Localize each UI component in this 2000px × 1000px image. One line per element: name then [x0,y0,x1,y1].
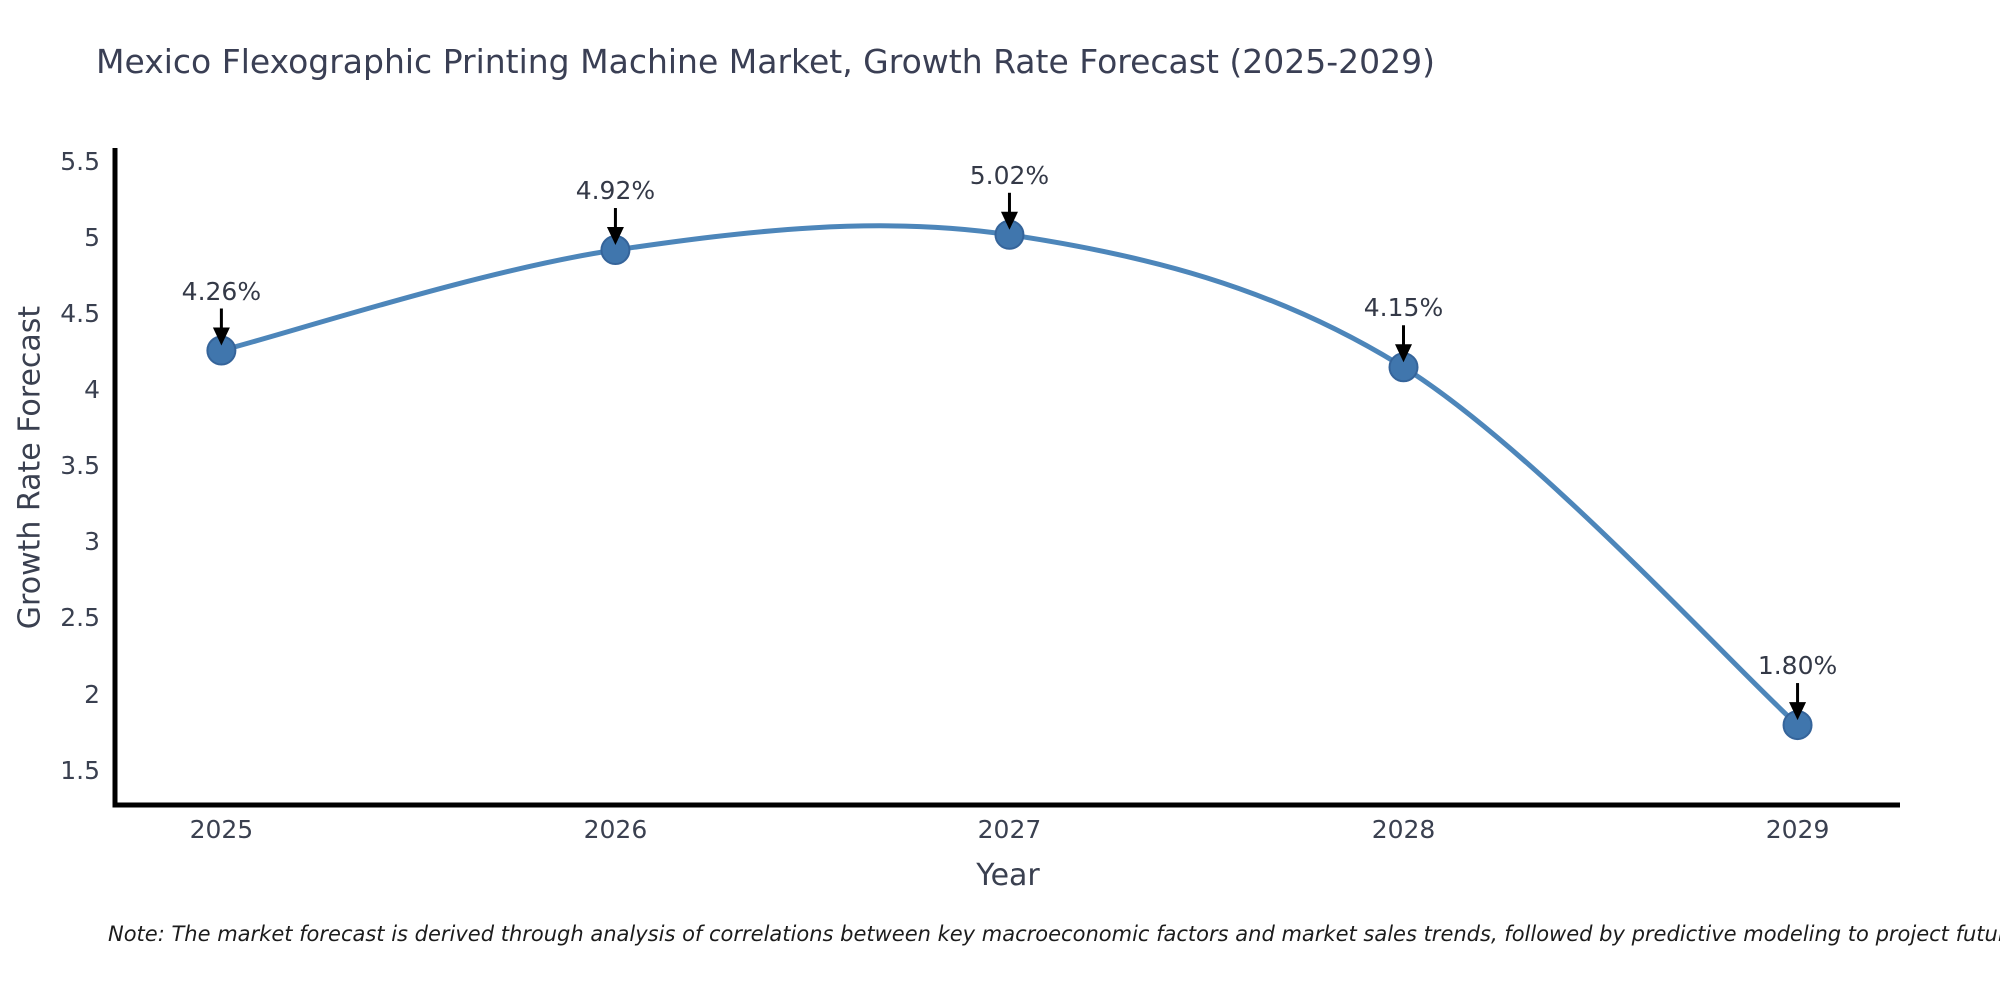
x-tick-label: 2027 [977,815,1042,844]
y-tick-label: 4.5 [60,298,100,328]
point-annotation: 4.92% [575,176,656,205]
x-tick-label: 2028 [1371,815,1436,844]
x-tick-label: 2025 [189,815,254,844]
x-tick-label: 2026 [583,815,648,844]
x-axis-title: Year [976,858,1040,893]
y-tick-label: 3 [84,527,100,557]
annotation-arrow-head [606,227,624,246]
footnote: Note: The market forecast is derived thr… [108,922,2000,946]
y-tick-label: 1.5 [60,755,100,785]
annotation-arrow-head [212,327,230,346]
point-annotation: 5.02% [969,160,1050,190]
trend-line [218,223,1801,728]
chart-title: Mexico Flexographic Printing Machine Mar… [96,42,1436,81]
point-annotation: 4.15% [1363,293,1444,323]
y-tick-label: 2 [84,679,100,709]
y-tick-label: 2.5 [60,603,100,633]
annotation-arrow-head [1000,211,1018,230]
x-tick-label: 2029 [1765,815,1830,844]
y-axis-title: Growth Rate Forecast [12,305,48,630]
y-tick-label: 3.5 [60,451,100,481]
y-tick-label: 5.5 [60,146,100,176]
annotation-arrow-head [1395,344,1413,363]
y-tick-label: 5 [84,222,100,252]
point-annotation: 4.26% [181,276,262,306]
annotation-arrow-head [1789,702,1807,721]
point-annotation: 1.80% [1757,651,1838,681]
y-tick-label: 4 [84,375,100,405]
